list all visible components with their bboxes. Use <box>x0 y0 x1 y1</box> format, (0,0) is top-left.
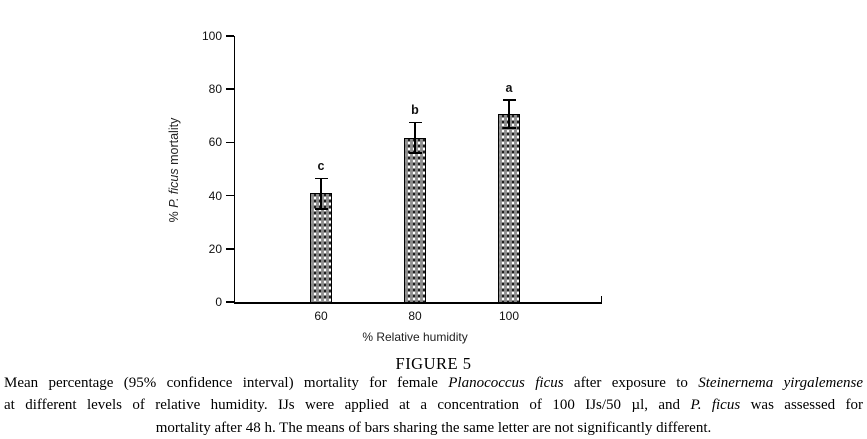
x-tick-label: 100 <box>498 309 520 323</box>
text-segment: mortality after 48 h. The means of bars … <box>155 419 712 436</box>
text-segment: at different levels of relative humidity… <box>4 397 691 414</box>
y-axis-tick <box>226 35 234 37</box>
error-bar-cap-top <box>502 99 516 101</box>
error-bar-line <box>320 178 322 209</box>
bar-80-rh <box>404 138 426 304</box>
caption-line: Mean percentage (95% confidence interval… <box>4 372 863 394</box>
y-tick-label: 80 <box>208 82 222 97</box>
species-name-italic: Planococcus ficus <box>448 375 564 391</box>
mortality-bar-chart: % P. ficus mortality % Relative humidity… <box>167 29 602 344</box>
figure-label: FIGURE 5 <box>395 354 472 373</box>
error-bar-cap-top <box>314 177 328 180</box>
error-bar-line <box>414 122 416 154</box>
error-bar-cap-bottom <box>408 152 422 154</box>
text-segment: Mean percentage (95% confidence interval… <box>4 375 449 391</box>
y-axis-tick <box>226 301 234 303</box>
significance-letter: b <box>411 103 419 118</box>
y-tick-label: 20 <box>208 241 222 256</box>
caption-line: at different levels of relative humidity… <box>4 394 863 416</box>
species-name-italic: P. ficus <box>167 168 181 208</box>
x-axis-title: % Relative humidity <box>362 330 468 344</box>
caption-line: mortality after 48 h. The means of bars … <box>4 417 863 439</box>
bar-100-rh <box>498 114 520 304</box>
y-tick-label: 40 <box>208 188 222 203</box>
y-tick-label: 100 <box>201 29 222 43</box>
bar-60-rh <box>310 192 332 304</box>
y-axis-tick <box>226 88 234 90</box>
species-name-italic: Steinernema yirgalemense <box>698 375 863 391</box>
x-tick-label: 80 <box>408 309 422 323</box>
species-name-italic: P. ficus <box>690 397 741 414</box>
y-axis-tick <box>226 194 234 197</box>
x-axis-end-tick <box>600 296 602 302</box>
error-bar-line <box>508 99 510 128</box>
significance-letter: c <box>317 159 325 174</box>
y-tick-label: 60 <box>208 135 222 150</box>
x-tick-label: 60 <box>314 309 328 323</box>
text-segment: was assessed for <box>740 397 864 414</box>
text-segment: mortality <box>167 117 181 169</box>
y-axis-title: % P. ficus mortality <box>167 118 181 223</box>
y-tick-label: 0 <box>215 295 222 309</box>
error-bar-cap-bottom <box>314 208 328 210</box>
y-axis-tick <box>226 141 234 144</box>
y-axis-tick <box>226 248 234 250</box>
y-axis-line <box>233 36 235 304</box>
text-segment: % <box>167 207 181 223</box>
error-bar-cap-top <box>408 121 422 124</box>
figure-caption: Mean percentage (95% confidence interval… <box>4 372 863 439</box>
text-segment: after exposure to <box>563 375 699 391</box>
significance-letter: a <box>505 80 513 95</box>
error-bar-cap-bottom <box>502 127 516 129</box>
